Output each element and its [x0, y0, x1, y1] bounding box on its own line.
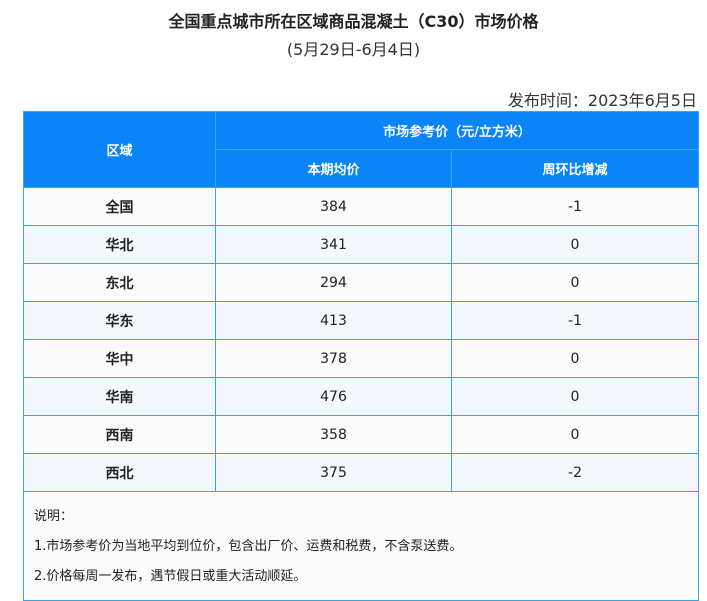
avg-price-cell: 358 [215, 415, 452, 454]
notes-heading: 说明： [34, 509, 74, 524]
date-range: (5月29日-6月4日) [286, 40, 421, 59]
table-row: 西北 375 -2 [23, 453, 699, 492]
avg-price-cell: 378 [215, 339, 452, 378]
weekly-change-cell: 0 [451, 415, 699, 454]
table-row: 东北 294 0 [23, 263, 699, 302]
publish-date: 发布时间：2023年6月5日 [507, 91, 697, 110]
page-title: 全国重点城市所在区域商品混凝土（C30）市场价格 [168, 12, 539, 31]
note-item: 1.市场参考价为当地平均到位价，包含出厂价、运费和税费，不含泵送费。 [34, 539, 463, 554]
table-row: 华南 476 0 [23, 377, 699, 416]
table-row: 华东 413 -1 [23, 301, 699, 340]
region-cell: 华东 [23, 301, 216, 340]
region-cell: 华南 [23, 377, 216, 416]
header-weekly-change: 周环比增减 [451, 149, 699, 188]
avg-price-cell: 413 [215, 301, 452, 340]
region-cell: 西南 [23, 415, 216, 454]
region-cell: 华北 [23, 225, 216, 264]
weekly-change-cell: 0 [451, 263, 699, 302]
avg-price-cell: 384 [215, 187, 452, 226]
table-row: 全国 384 -1 [23, 187, 699, 226]
notes-box: 说明： 1.市场参考价为当地平均到位价，包含出厂价、运费和税费，不含泵送费。 2… [23, 491, 699, 601]
avg-price-cell: 375 [215, 453, 452, 492]
weekly-change-cell: -1 [451, 301, 699, 340]
table-row: 西南 358 0 [23, 415, 699, 454]
table-row: 华北 341 0 [23, 225, 699, 264]
region-cell: 东北 [23, 263, 216, 302]
weekly-change-cell: 0 [451, 225, 699, 264]
header-market-price: 市场参考价（元/立方米） [215, 111, 699, 150]
avg-price-cell: 341 [215, 225, 452, 264]
region-cell: 西北 [23, 453, 216, 492]
price-table: 区域 市场参考价（元/立方米） 本期均价 周环比增减 全国 384 -1 华北 341 0… [23, 111, 699, 601]
header-region: 区域 [23, 111, 216, 188]
avg-price-cell: 294 [215, 263, 452, 302]
weekly-change-cell: 0 [451, 377, 699, 416]
note-item: 2.价格每周一发布，遇节假日或重大活动顺延。 [34, 569, 307, 584]
weekly-change-cell: -2 [451, 453, 699, 492]
region-cell: 华中 [23, 339, 216, 378]
region-cell: 全国 [23, 187, 216, 226]
avg-price-cell: 476 [215, 377, 452, 416]
header-avg-price: 本期均价 [215, 149, 452, 188]
weekly-change-cell: 0 [451, 339, 699, 378]
weekly-change-cell: -1 [451, 187, 699, 226]
table-row: 华中 378 0 [23, 339, 699, 378]
